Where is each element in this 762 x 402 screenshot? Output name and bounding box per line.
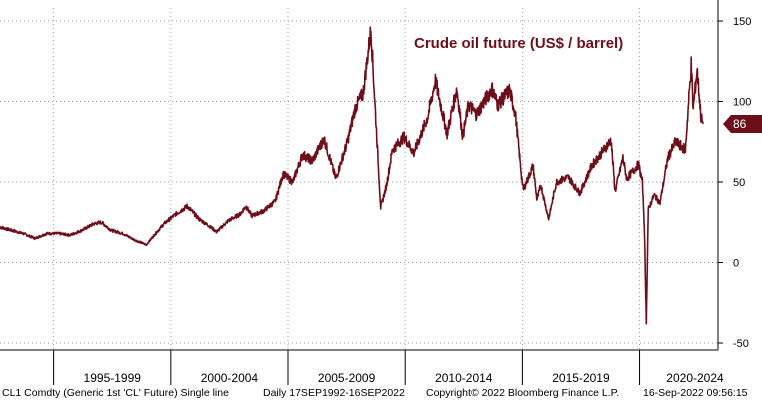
footer-ticker: CL1 Comdty (Generic 1st 'CL' Future) Sin… (2, 387, 229, 399)
x-tick-label: 2015-2019 (552, 371, 610, 385)
y-tick-label: 50 (733, 177, 745, 189)
x-tick-label: 2005-2009 (318, 371, 376, 385)
y-tick-label: 150 (733, 16, 751, 28)
last-value-marker: 86 (723, 115, 762, 134)
footer: CL1 Comdty (Generic 1st 'CL' Future) Sin… (0, 385, 762, 402)
price-chart: 150 100 50 0 -50 1995-1999 2000-2004 2005-2009 2… (0, 0, 762, 385)
last-value-label: 86 (733, 117, 747, 131)
y-tick-label: 100 (733, 97, 751, 109)
last-value-tag (723, 115, 762, 134)
series-line-crude-oil (0, 26, 704, 325)
chart-title: Crude oil future (US$ / barrel) (414, 35, 623, 52)
x-tick-label: 1995-1999 (84, 371, 142, 385)
axes: 150 100 50 0 -50 1995-1999 2000-2004 2005-2009 2… (0, 0, 751, 385)
x-tick-label: 2010-2014 (435, 371, 493, 385)
x-tick-label: 2000-2004 (201, 371, 259, 385)
footer-copyright: Copyright© 2022 Bloomberg Finance L.P. (426, 387, 620, 399)
x-tick-label: 2020-2024 (666, 371, 724, 385)
grid (0, 8, 718, 350)
footer-range: Daily 17SEP1992-16SEP2022 (263, 387, 405, 399)
footer-timestamp: 16-Sep-2022 09:56:15 (643, 387, 748, 399)
y-tick-label: 0 (733, 258, 739, 270)
series-layer (0, 26, 704, 325)
y-tick-label: -50 (733, 338, 749, 350)
